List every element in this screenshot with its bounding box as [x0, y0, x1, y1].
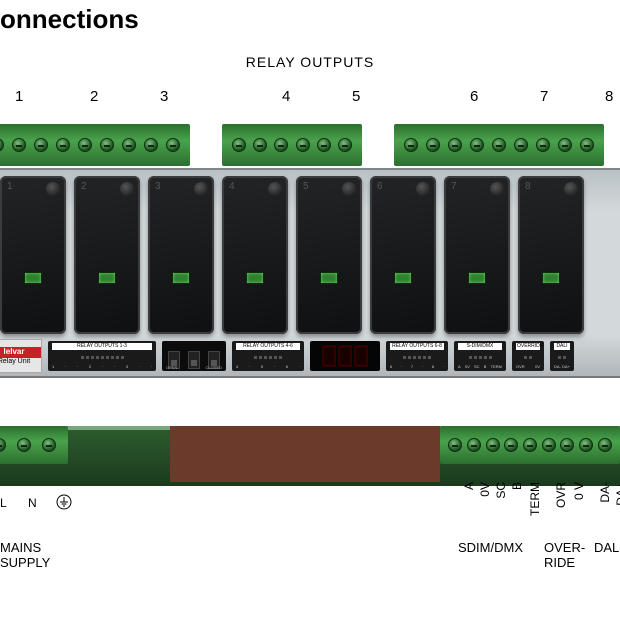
- relay-module: 5: [296, 176, 362, 334]
- pcb-label-group: RELAY OUTPUTS 6-86·7·8·: [386, 341, 448, 371]
- pcb-label-group: RELAY OUTPUTS 1-31··2··3··: [48, 341, 156, 371]
- relay-number: 8: [605, 88, 613, 105]
- pin-label: DA+: [614, 482, 620, 506]
- relay-module: 1: [0, 176, 66, 334]
- relay-module: 4: [222, 176, 288, 334]
- pin-label: TERM: [528, 482, 542, 516]
- pin-label: 0 V: [572, 482, 586, 500]
- diagram-label: N: [28, 496, 37, 510]
- terminal-block: [222, 124, 362, 166]
- relay-module: 7: [444, 176, 510, 334]
- ground-icon: [56, 494, 72, 513]
- pin-label: A: [462, 482, 476, 490]
- relay-number: 1: [15, 88, 23, 105]
- relay-module: 2: [74, 176, 140, 334]
- pin-label: 0V: [478, 482, 492, 497]
- device-illustration: 12345678 lelvarRelay UnitRELAY OUTPUTS 1…: [0, 124, 620, 454]
- relay-number: 6: [470, 88, 478, 105]
- pin-label: DA-: [598, 482, 612, 503]
- diagram-label: DALI: [594, 540, 620, 555]
- relay-number: 5: [352, 88, 360, 105]
- pin-label: OVR: [554, 482, 568, 508]
- pin-label: B: [510, 482, 524, 490]
- pcb-label-strip: lelvarRelay UnitRELAY OUTPUTS 1-31··2··3…: [0, 338, 620, 374]
- relay-number: 4: [282, 88, 290, 105]
- relay-module: 6: [370, 176, 436, 334]
- open-closed-switches: OPENCLOSED: [162, 341, 226, 371]
- pcb-label-group: OVERRIDEOVR0V: [512, 341, 544, 371]
- relay-number: 3: [160, 88, 168, 105]
- terminal-block: [0, 124, 190, 166]
- relay-number: 7: [540, 88, 548, 105]
- pcb-label-group: S-DIM/DMXA0VSCBTERM: [454, 341, 506, 371]
- device-body: 12345678 lelvarRelay UnitRELAY OUTPUTS 1…: [0, 168, 620, 378]
- diagram-label: L: [0, 496, 7, 510]
- relay-number: 2: [90, 88, 98, 105]
- diagram-label: OVER- RIDE: [544, 540, 585, 570]
- relay-number-row: 1 2 3 4 5 6 7 8: [0, 88, 620, 108]
- relay-module: 8: [518, 176, 584, 334]
- bottom-labels: LNMAINS SUPPLYA0VSCBTERMOVR0 VDA-DA+SDIM…: [0, 496, 620, 616]
- seven-segment-display: [310, 341, 380, 371]
- diagram-label: SDIM/DMX: [458, 540, 523, 555]
- din-tray-center: [170, 426, 440, 482]
- brand-badge: lelvarRelay Unit: [0, 339, 42, 373]
- terminal-block: [394, 124, 604, 166]
- diagram-label: MAINS SUPPLY: [0, 540, 50, 570]
- relay-module: 3: [148, 176, 214, 334]
- relay-outputs-header: RELAY OUTPUTS: [0, 54, 620, 70]
- pin-label: SC: [494, 482, 508, 499]
- pcb-label-group: DALIDA-DA+: [550, 341, 574, 371]
- pcb-label-group: RELAY OUTPUTS 4-64·5·6·: [232, 341, 304, 371]
- terminal-block: [0, 426, 68, 464]
- page-title: onnections: [0, 4, 139, 35]
- terminal-block: [440, 426, 620, 464]
